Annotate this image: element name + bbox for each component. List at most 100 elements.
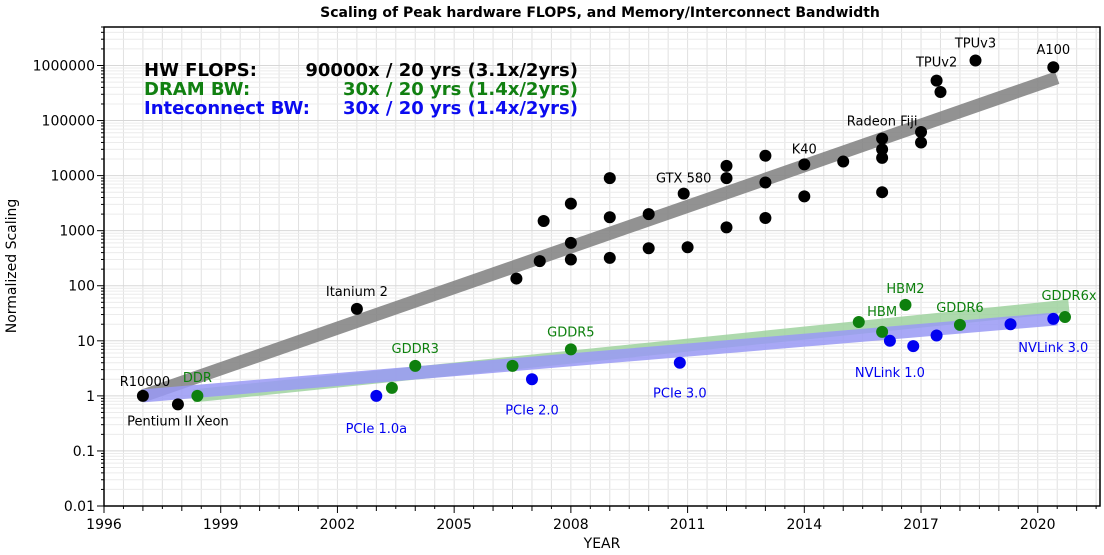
y-tick-label: 1: [86, 389, 95, 405]
data-point: [837, 155, 850, 168]
data-point: [385, 381, 398, 394]
data-point: [136, 389, 149, 402]
point-label: HBM: [867, 305, 897, 320]
data-point: [798, 158, 811, 171]
point-label: PCIe 3.0: [653, 387, 707, 402]
data-point: [720, 172, 733, 185]
data-point: [603, 211, 616, 224]
y-axis-label: Normalized Scaling: [4, 199, 20, 334]
x-tick-label: 2008: [553, 517, 589, 533]
data-point: [953, 318, 966, 331]
data-point: [564, 253, 577, 266]
point-label: HBM2: [886, 282, 924, 297]
data-point: [191, 389, 204, 402]
data-point: [350, 302, 363, 315]
point-label: GTX 580: [656, 172, 711, 187]
data-point: [759, 211, 772, 224]
point-label: Itanium 2: [326, 285, 388, 300]
data-point: [1004, 318, 1017, 331]
data-point: [759, 149, 772, 162]
point-label: GDDR6: [936, 301, 983, 316]
data-point: [642, 242, 655, 255]
summary-label: HW FLOPS:: [144, 60, 257, 81]
data-point: [915, 136, 928, 149]
data-point: [564, 197, 577, 210]
data-point: [564, 236, 577, 249]
y-tick-label: 100: [68, 279, 95, 295]
data-point: [876, 143, 889, 156]
data-point: [876, 325, 889, 338]
data-point: [564, 343, 577, 356]
x-tick-label: 2017: [903, 517, 939, 533]
y-tick-label: 10: [77, 334, 95, 350]
x-tick-label: 2020: [1020, 517, 1056, 533]
data-point: [603, 251, 616, 264]
data-point: [907, 340, 920, 353]
point-label: NVLink 1.0: [855, 366, 925, 381]
point-label: Pentium II Xeon: [127, 414, 229, 429]
point-layer: [136, 54, 1071, 411]
label-layer: R10000 Pentium II Xeon Itanium 2 GTX 580 K40…: [120, 37, 1097, 437]
data-point: [681, 241, 694, 254]
y-tick-label: 0.1: [73, 444, 95, 460]
data-point: [1058, 311, 1071, 324]
data-point: [537, 214, 550, 227]
x-tick-label: 2005: [436, 517, 472, 533]
data-point: [720, 221, 733, 234]
point-label: A100: [1036, 43, 1070, 58]
data-point: [533, 255, 546, 268]
data-point: [673, 356, 686, 369]
data-point: [525, 373, 538, 386]
summary-value: 30x / 20 yrs (1.4x/2yrs): [343, 79, 578, 100]
y-tick-label: 1000000: [33, 58, 95, 74]
data-point: [798, 190, 811, 203]
data-point: [1047, 61, 1060, 74]
data-point: [506, 359, 519, 372]
x-axis-label: YEAR: [583, 536, 621, 552]
point-label: Radeon Fiji: [847, 115, 918, 130]
data-point: [883, 334, 896, 347]
data-point: [370, 389, 383, 402]
plot-frame: [103, 26, 1101, 507]
summary-label: DRAM BW:: [144, 79, 250, 100]
x-tick-label: 1999: [203, 517, 239, 533]
point-label: GDDR5: [547, 325, 594, 340]
data-point: [642, 208, 655, 221]
data-point: [409, 359, 422, 372]
data-point: [1047, 312, 1060, 325]
summary-value: 30x / 20 yrs (1.4x/2yrs): [343, 98, 578, 119]
point-label: GDDR6x: [1041, 289, 1096, 304]
point-label: GDDR3: [392, 342, 439, 357]
point-label: TPUv3: [954, 37, 996, 52]
data-point: [930, 329, 943, 342]
y-tick-label: 0.01: [64, 499, 95, 515]
y-tick-label: 10000: [50, 169, 95, 185]
point-label: NVLink 3.0: [1018, 341, 1088, 356]
point-label: TPUv2: [915, 56, 957, 71]
data-point: [876, 186, 889, 199]
tick-layer: 1996 1999 2002 2005 2008 2011 2014 2017 2020 0.01…: [33, 26, 1097, 533]
data-point: [720, 159, 733, 172]
point-label: DDR: [183, 371, 212, 386]
point-label: PCIe 1.0a: [346, 422, 408, 437]
data-point: [677, 187, 690, 200]
trend-line: [142, 312, 1058, 403]
data-point: [759, 176, 772, 189]
x-tick-label: 1996: [86, 517, 122, 533]
data-point: [876, 151, 889, 164]
data-point: [603, 172, 616, 185]
point-label: PCIe 2.0: [505, 403, 559, 418]
data-point: [876, 132, 889, 145]
data-point: [171, 398, 184, 411]
x-tick-label: 2002: [320, 517, 356, 533]
data-point: [934, 86, 947, 99]
trend-line: [140, 71, 1060, 403]
chart-title: Scaling of Peak hardware FLOPS, and Memo…: [320, 5, 880, 21]
summary-value: 90000x / 20 yrs (3.1x/2yrs): [305, 60, 578, 81]
x-tick-label: 2014: [786, 517, 822, 533]
summary-legend: HW FLOPS: 90000x / 20 yrs (3.1x/2yrs) DRAM…: [144, 60, 578, 119]
point-label: K40: [792, 142, 817, 157]
data-point: [915, 125, 928, 138]
data-point: [852, 315, 865, 328]
